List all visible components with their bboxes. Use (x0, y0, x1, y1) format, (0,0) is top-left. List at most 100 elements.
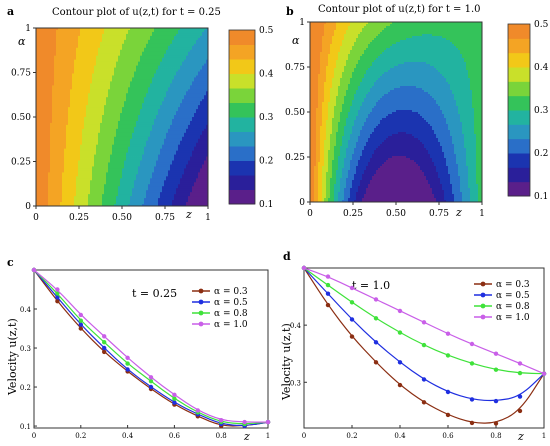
contour-cell (88, 186, 91, 189)
contour-cell (44, 198, 47, 201)
contour-cell (44, 105, 47, 108)
contour-cell (106, 85, 109, 88)
contour-cell (116, 111, 119, 114)
contour-cell (138, 196, 141, 199)
contour-cell (108, 202, 111, 205)
contour-cell (120, 138, 123, 142)
contour-cell (40, 53, 43, 57)
contour-cell (46, 130, 49, 134)
contour-cell (138, 152, 141, 155)
contour-cell (98, 115, 101, 118)
contour-cell (74, 176, 77, 179)
contour-cell (90, 126, 93, 130)
contour-cell (76, 95, 79, 98)
contour-cell (82, 49, 85, 53)
contour-cell (122, 124, 125, 128)
contour-cell (136, 182, 139, 185)
contour-cell (60, 69, 63, 72)
contour-cell (62, 103, 65, 106)
contour-cell (76, 101, 79, 104)
contour-cell (68, 172, 71, 175)
contour-cell (98, 136, 101, 140)
contour-cell (44, 192, 47, 195)
contour-cell (36, 162, 39, 165)
contour-cell (68, 136, 71, 140)
contour-cell (40, 142, 43, 146)
contour-cell (100, 117, 103, 120)
contour-cell (126, 111, 129, 114)
contour-cell (96, 150, 99, 153)
contour-cell (142, 170, 145, 173)
contour-cell (50, 39, 53, 43)
contour-cell (60, 75, 63, 78)
contour-cell (104, 138, 107, 142)
contour-cell (56, 156, 59, 159)
contour-cell (46, 49, 49, 53)
contour-cell (126, 89, 129, 92)
contour-cell (120, 59, 123, 63)
contour-cell (144, 39, 147, 43)
contour-cell (112, 122, 115, 126)
contour-cell (60, 61, 63, 64)
contour-cell (54, 33, 57, 37)
contour-cell (60, 111, 63, 114)
contour-cell (52, 43, 55, 47)
contour-cell (118, 164, 121, 167)
contour-cell (122, 28, 125, 31)
contour-cell (60, 93, 63, 96)
contour-cell (112, 85, 115, 88)
contour-cell (92, 142, 95, 146)
contour-cell (48, 166, 51, 169)
contour-cell (64, 164, 67, 167)
contour-cell (94, 28, 97, 31)
contour-cell (44, 91, 47, 94)
contour-cell (50, 142, 53, 146)
contour-cell (134, 168, 137, 171)
contour-cell (110, 150, 113, 153)
contour-cell (96, 51, 99, 55)
contour-cell (132, 83, 135, 86)
contour-cell (142, 204, 145, 206)
contour-cell (64, 140, 67, 144)
contour-cell (68, 71, 71, 74)
contour-cell (102, 55, 105, 59)
contour-cell (110, 97, 113, 100)
contour-cell (146, 113, 149, 116)
contour-cell (130, 176, 133, 179)
contour-cell (92, 180, 95, 183)
contour-cell (84, 156, 87, 159)
contour-cell (80, 184, 83, 187)
contour-cell (58, 188, 61, 191)
contour-cell (120, 67, 123, 70)
contour-cell (68, 166, 71, 169)
contour-cell (138, 87, 141, 90)
contour-cell (42, 75, 45, 78)
contour-cell (100, 69, 103, 72)
contour-cell (142, 31, 145, 35)
contour-cell (46, 47, 49, 51)
contour-cell (92, 128, 95, 132)
contour-cell (104, 35, 107, 39)
contour-cell (64, 156, 67, 159)
contour-cell (48, 39, 51, 43)
contour-cell (92, 196, 95, 199)
contour-cell (94, 202, 97, 205)
contour-cell (106, 182, 109, 185)
contour-cell (64, 91, 67, 94)
contour-cell (146, 37, 149, 41)
contour-cell (96, 142, 99, 146)
contour-cell (76, 107, 79, 110)
contour-cell (84, 162, 87, 165)
contour-cell (82, 61, 85, 64)
contour-cell (72, 53, 75, 57)
contour-cell (90, 148, 93, 152)
contour-cell (78, 136, 81, 140)
contour-cell (62, 101, 65, 104)
contour-cell (42, 132, 45, 136)
contour-cell (98, 83, 101, 86)
contour-cell (108, 101, 111, 104)
contour-cell (140, 113, 143, 116)
contour-cell (84, 164, 87, 167)
contour-cell (118, 41, 121, 45)
contour-cell (54, 57, 57, 61)
